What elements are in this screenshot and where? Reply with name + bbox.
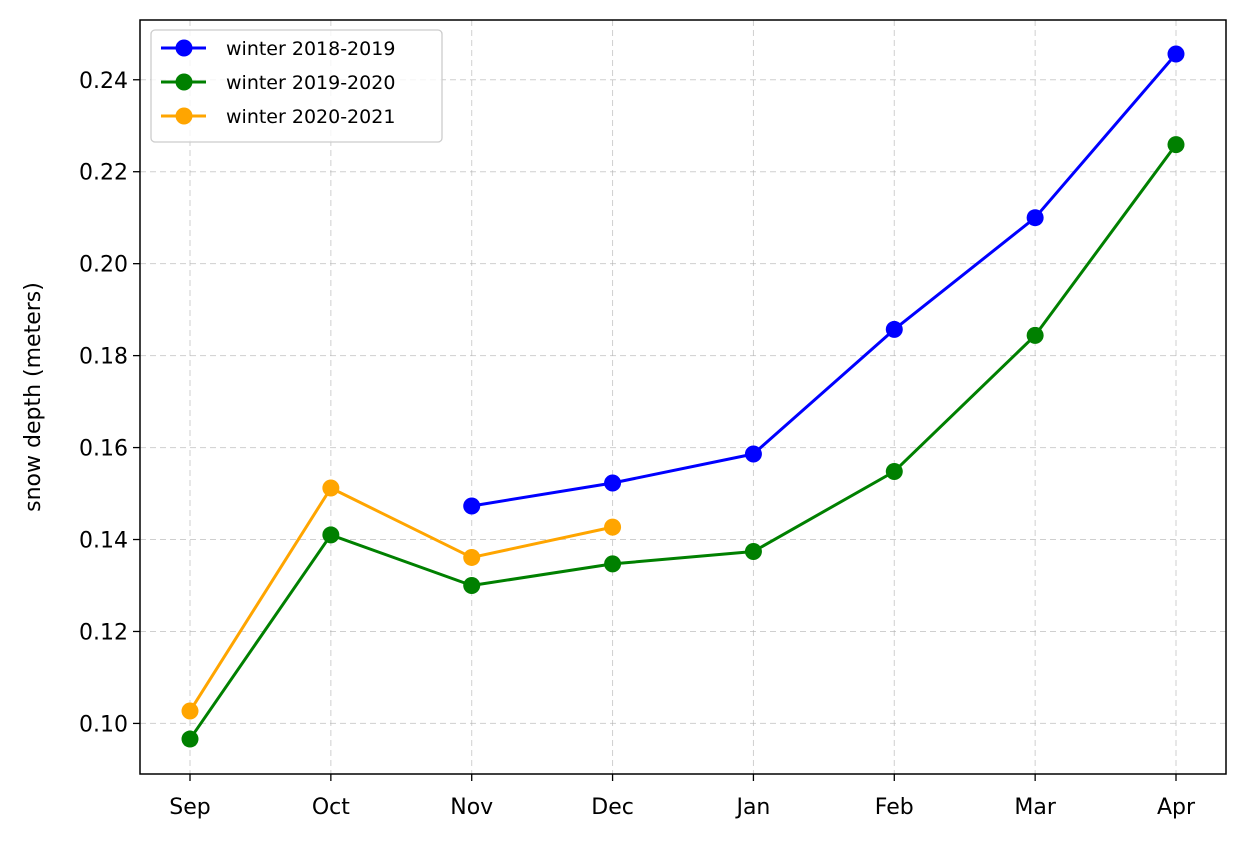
legend-marker (175, 107, 193, 125)
data-point (744, 445, 762, 463)
series-line-3 (188, 486, 613, 712)
x-axis: Sep Oct Nov Dec Jan Feb Mar Apr (169, 774, 1196, 820)
legend-label: winter 2020-2021 (226, 106, 395, 128)
legend: winter 2018-2019 winter 2019-2020 winter 2… (150, 29, 443, 143)
plot-frame (139, 19, 1227, 775)
legend-label: winter 2018-2019 (226, 38, 395, 60)
data-point (1167, 136, 1185, 154)
y-tick-label: 0.10 (79, 712, 128, 737)
series-line-2 (188, 143, 1178, 740)
data-point (604, 518, 622, 536)
data-point (744, 542, 762, 560)
x-tick-label: Sep (169, 795, 210, 820)
data-point (604, 474, 622, 492)
data-point (604, 555, 622, 573)
x-tick-label: Dec (591, 795, 634, 820)
y-tick-label: 0.22 (79, 161, 128, 186)
legend-box (150, 29, 443, 143)
series-line-1 (471, 53, 1178, 508)
data-point (322, 526, 340, 544)
x-tick-label: Feb (875, 795, 914, 820)
series-lines (181, 45, 1185, 748)
data-point (463, 548, 481, 566)
data-point (322, 479, 340, 497)
y-tick-label: 0.12 (79, 620, 128, 645)
x-tick-label: Mar (1014, 795, 1056, 820)
x-tick-label: Nov (450, 795, 493, 820)
data-point (463, 577, 481, 594)
y-axis: 0.10 0.12 0.14 0.16 0.18 0.20 0.22 0.24 (79, 69, 140, 737)
y-tick-label: 0.16 (79, 437, 128, 462)
x-tick-label: Apr (1157, 795, 1196, 820)
legend-marker (175, 39, 193, 57)
x-tick-label: Jan (734, 795, 770, 820)
data-point (885, 462, 903, 480)
data-point (181, 730, 199, 748)
data-point (181, 702, 199, 720)
legend-marker (175, 73, 193, 91)
data-point (885, 320, 903, 338)
y-tick-label: 0.24 (79, 69, 128, 94)
data-point (1167, 45, 1185, 63)
y-tick-label: 0.14 (79, 529, 128, 554)
data-point (1026, 326, 1044, 344)
legend-label: winter 2019-2020 (226, 72, 395, 94)
x-tick-label: Oct (312, 795, 350, 820)
data-point (1026, 209, 1044, 227)
y-tick-label: 0.18 (79, 345, 128, 370)
y-tick-label: 0.20 (79, 253, 128, 278)
y-axis-label: snow depth (meters) (21, 282, 46, 512)
data-point (463, 497, 481, 515)
